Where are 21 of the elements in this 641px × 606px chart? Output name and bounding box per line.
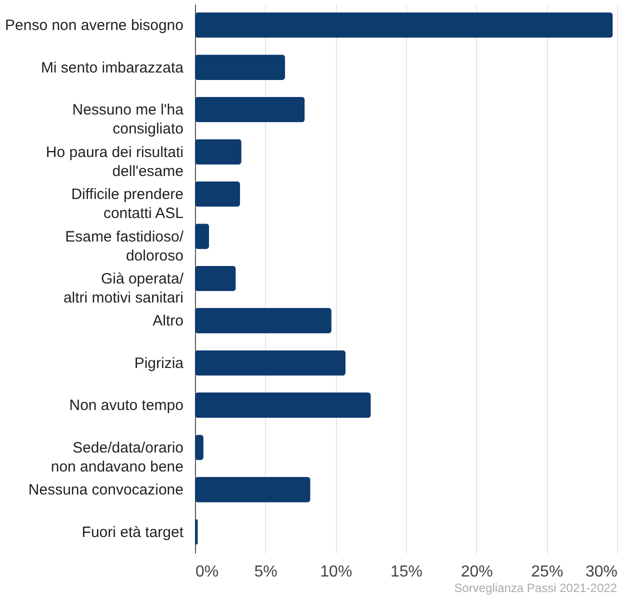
x-tick-label: 25%: [531, 564, 564, 580]
y-tick-label: Mi sento imbarazzata: [40, 59, 184, 76]
y-tick-label: Ho paura dei risultati dell'esame: [46, 144, 184, 180]
y-tick-label: Nessuno me l'ha consigliato: [72, 102, 184, 138]
x-tick-label: 10%: [320, 564, 352, 580]
x-tick-label: 0%: [196, 564, 219, 580]
y-tick-label: Fuori età target: [82, 524, 184, 541]
text: Sorveglianza Passi 2021-2022: [454, 581, 618, 595]
y-tick-label: Penso non averne bisogno: [5, 17, 184, 34]
x-tick-label: 30%: [585, 564, 618, 580]
y-tick-label: Esame fastidioso/ doloroso: [65, 228, 184, 264]
x-tick-label: 15%: [390, 564, 423, 580]
y-tick-label: Non avuto tempo: [69, 397, 184, 414]
y-tick-label: Già operata/ altri motivi sanitari: [63, 270, 184, 306]
y-tick-label: Difficile prendere contatti ASL: [71, 186, 184, 222]
x-tick-label: 20%: [460, 564, 493, 580]
y-tick-label: Nessuna convocazione: [28, 482, 184, 499]
y-tick-label: Pigrizia: [134, 354, 184, 372]
y-tick-label: Sede/data/orario non andavano bene: [50, 439, 184, 476]
y-tick-label: Altro: [152, 312, 184, 330]
x-tick-label: 5%: [254, 564, 278, 580]
